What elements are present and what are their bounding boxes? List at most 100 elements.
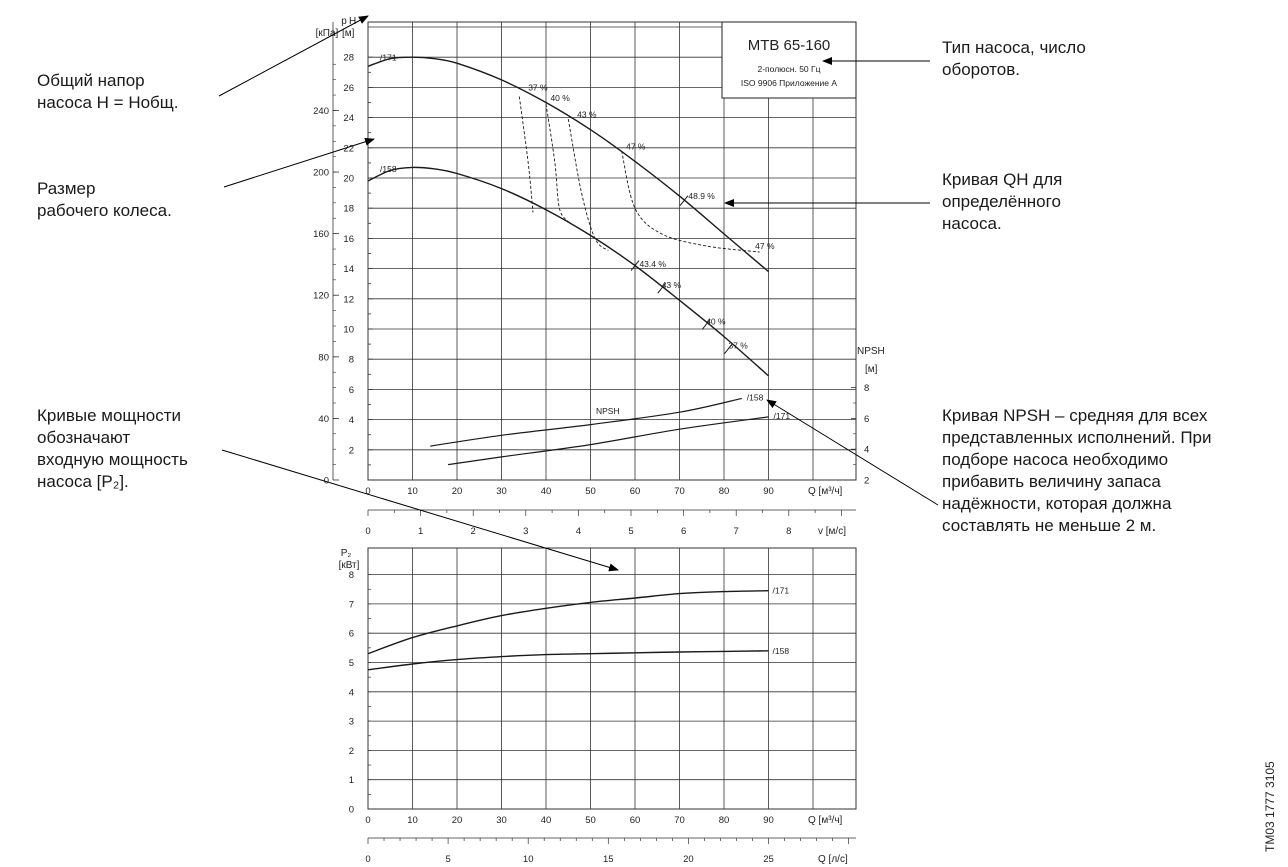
power-tick-label: 2	[349, 746, 354, 757]
h-tick-label: 14	[343, 264, 354, 275]
p-tick-label: 120	[313, 291, 329, 302]
p-tick-label: 160	[313, 229, 329, 240]
pump-standard-label: ISO 9906 Приложение A	[741, 78, 837, 88]
npsh-axis-unit: [м]	[865, 364, 878, 375]
lps-axis-label: Q [л/с]	[818, 854, 848, 865]
h-tick-label: 18	[343, 204, 354, 215]
velocity-tick-label: 2	[471, 526, 476, 537]
efficiency-tick	[701, 319, 711, 330]
velocity-tick-label: 6	[681, 526, 686, 537]
p-axis-unit: [кПа]	[316, 28, 339, 39]
qh-curve-label: /171	[380, 52, 397, 62]
pump-speed-label: 2-полюсн. 50 Гц	[758, 64, 821, 74]
efficiency-contour	[567, 119, 609, 251]
lps-tick-label: 15	[603, 854, 614, 865]
h-tick-label: 10	[343, 325, 354, 336]
h-axis-label: H	[349, 16, 356, 27]
q-tick-label: 90	[763, 486, 774, 497]
npsh-curves: /158/171 NPSH	[430, 392, 791, 466]
efficiency-tick	[630, 260, 640, 271]
flow-lps-axis: 0 5 10 15 20 25 Q [л/с]	[365, 837, 856, 865]
q-tick-label: 30	[496, 486, 507, 497]
power-curve-label: /158	[773, 646, 790, 656]
arrow-power	[221, 449, 619, 572]
annotation-arrows	[218, 15, 939, 572]
h-axis-unit: [м]	[342, 28, 355, 39]
power-tick-label: 7	[349, 599, 354, 610]
velocity-tick-label: 1	[418, 526, 423, 537]
npsh-tick-label: 6	[864, 414, 869, 425]
power-curve-158	[367, 650, 769, 671]
efficiency-tick	[724, 343, 733, 354]
power-axis-label: P₂	[341, 548, 352, 559]
efficiency-label: 37 %	[528, 82, 548, 92]
annotation-npsh-note: Кривая NPSH – средняя для всех представл…	[942, 405, 1212, 537]
velocity-tick-label: 5	[628, 526, 633, 537]
q-tick-label: 50	[585, 486, 596, 497]
h-tick-label: 28	[343, 53, 354, 64]
npsh-curve-label: /158	[747, 392, 764, 402]
q-tick-label: 40	[541, 486, 552, 497]
p-tick-label: 0	[324, 476, 329, 487]
power-tick-label: 4	[349, 687, 354, 698]
pump-model-label: MTB 65-160	[748, 37, 831, 54]
velocity-axis-label: v [м/с]	[818, 526, 846, 537]
power-grid	[367, 547, 857, 810]
q-axis-label: Q [м³/ч]	[808, 486, 843, 497]
qh-axes: 2468101214161820222426280408012016020024…	[313, 16, 885, 497]
annotation-qh-curve: Кривая QH для определённого насоса.	[942, 169, 1062, 235]
power-q-tick-label: 20	[452, 815, 463, 826]
annotation-line: составлять не меньше 2 м.	[942, 516, 1157, 535]
lps-tick-label: 0	[365, 854, 370, 865]
pump-info-box: MTB 65-160 2-полюсн. 50 Гц ISO 9906 Прил…	[721, 21, 857, 99]
annotation-line: прибавить величину запаса	[942, 472, 1161, 491]
power-tick-label: 6	[349, 629, 354, 640]
arrow-impeller	[223, 137, 375, 188]
power-q-tick-label: 50	[585, 815, 596, 826]
efficiency-label: 43 %	[662, 280, 682, 290]
power-curve-171	[367, 590, 769, 655]
power-q-tick-label: 60	[630, 815, 641, 826]
h-tick-label: 16	[343, 234, 354, 245]
power-tick-label: 8	[349, 570, 354, 581]
power-q-tick-label: 40	[541, 815, 552, 826]
annotation-line: Кривая QH для	[942, 170, 1063, 189]
efficiency-contour	[545, 103, 569, 223]
lps-tick-label: 20	[683, 854, 694, 865]
h-tick-label: 8	[349, 355, 354, 366]
efficiency-contour	[518, 96, 534, 213]
h-tick-label: 12	[343, 294, 354, 305]
p-tick-label: 80	[318, 352, 329, 363]
annotation-line: насоса [P₂].	[37, 472, 129, 491]
qh-curves: /171/158	[367, 52, 769, 377]
h-tick-label: 6	[349, 385, 354, 396]
annotation-line: представленных исполнений. При	[942, 428, 1212, 447]
h-tick-label: 24	[343, 113, 354, 124]
velocity-tick-label: 8	[786, 526, 791, 537]
q-tick-label: 60	[630, 486, 641, 497]
npsh-curve-label: /171	[774, 411, 791, 421]
annotation-line: надёжности, которая должна	[942, 494, 1172, 513]
annotation-total-head: Общий напор насоса H = Нобщ.	[37, 70, 179, 114]
power-tick-label: 1	[349, 775, 354, 786]
p-tick-label: 200	[313, 168, 329, 179]
velocity-axis: 0 1 2 3 4 5 6 7 8 v [м/с]	[365, 509, 856, 537]
annotation-line: Кривая NPSH – средняя для всех	[942, 406, 1208, 425]
efficiency-label: 47 %	[755, 241, 775, 251]
annotation-line: Общий напор	[37, 71, 145, 90]
annotation-line: насоса.	[942, 214, 1002, 233]
h-tick-label: 26	[343, 83, 354, 94]
efficiency-tick	[679, 195, 689, 206]
power-q-tick-label: 80	[719, 815, 730, 826]
qh-curve-171	[367, 56, 769, 273]
h-tick-label: 22	[343, 143, 354, 154]
annotation-line: оборотов.	[942, 60, 1020, 79]
power-q-tick-label: 10	[407, 815, 418, 826]
efficiency-label: 40 %	[706, 316, 726, 326]
annotation-line: Размер	[37, 179, 96, 198]
power-tick-label: 5	[349, 658, 354, 669]
power-tick-label: 0	[349, 805, 354, 816]
q-tick-label: 0	[365, 486, 370, 497]
q-tick-label: 80	[719, 486, 730, 497]
power-axis-unit: [кВт]	[339, 560, 360, 571]
